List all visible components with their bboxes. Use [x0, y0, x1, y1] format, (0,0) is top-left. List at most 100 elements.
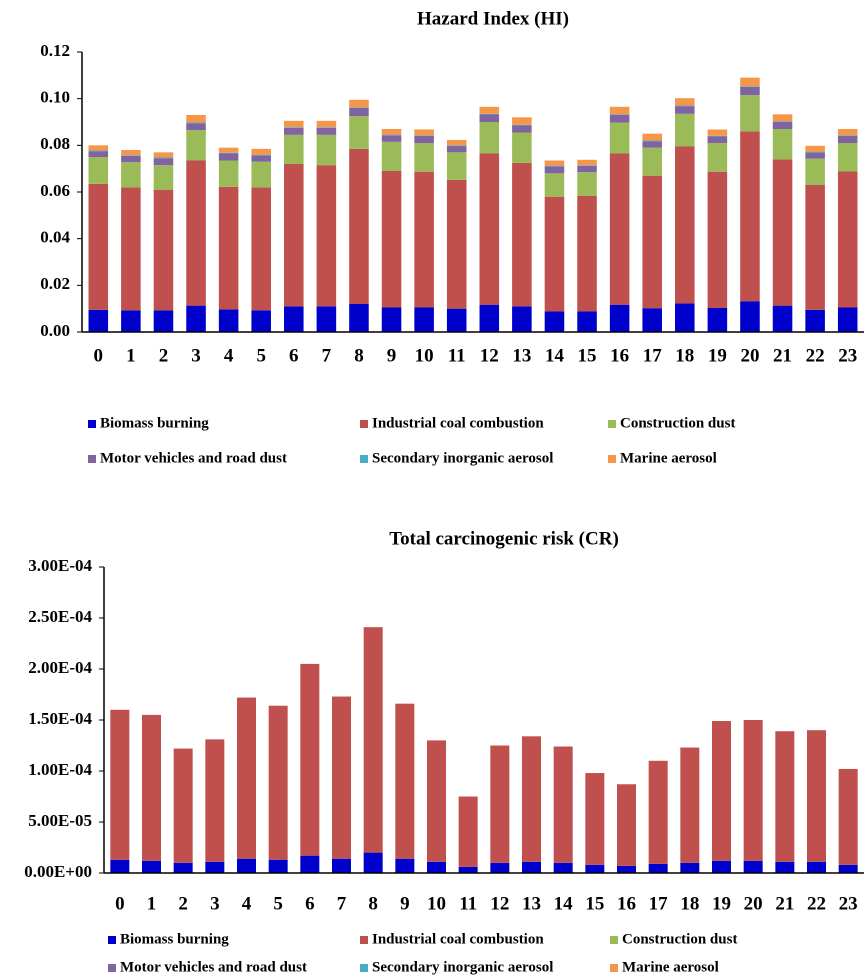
- bar-segment: [381, 307, 402, 332]
- bar-segment: [544, 166, 565, 174]
- bar-segment: [316, 120, 337, 128]
- x-tick-label: 17: [643, 345, 663, 366]
- bar-segment: [642, 141, 662, 148]
- x-tick-label: 20: [740, 345, 759, 366]
- bar-segment: [284, 127, 304, 128]
- bar-segment: [218, 160, 239, 187]
- bar-segment: [512, 162, 532, 307]
- bar-segment: [772, 305, 793, 332]
- bar-segment: [251, 161, 271, 188]
- bar-segment: [363, 627, 383, 853]
- x-tick-label: 23: [838, 345, 857, 366]
- bar-segment: [414, 307, 434, 332]
- bar-segment: [712, 721, 731, 861]
- bar-segment: [617, 784, 636, 866]
- bar-segment: [153, 165, 174, 190]
- bar-segment: [349, 108, 369, 117]
- bar-segment: [577, 195, 597, 312]
- bar-segment: [479, 106, 500, 114]
- x-tick-label: 14: [545, 345, 565, 366]
- bar-segment: [609, 106, 630, 115]
- bar-segment: [414, 136, 434, 143]
- bar-segment: [805, 185, 825, 310]
- bar-segment: [680, 747, 700, 863]
- bar-segment: [837, 143, 858, 172]
- bar-segment: [88, 309, 109, 332]
- bar-segment: [446, 146, 467, 153]
- bar-segment: [395, 858, 415, 873]
- bar-segment: [617, 865, 636, 873]
- bar-segment: [707, 143, 728, 172]
- x-tick-label: 5: [273, 893, 283, 914]
- bar-segment: [479, 153, 500, 305]
- bar-segment: [544, 311, 565, 332]
- legend-label: Biomass burning: [120, 931, 229, 947]
- bar-segment: [837, 307, 858, 332]
- bar-segment: [446, 145, 467, 147]
- y-tick-label: 0.10: [40, 88, 70, 107]
- y-tick-label: 5.00E-05: [28, 811, 92, 830]
- bar-segment: [349, 148, 369, 304]
- bar-segment: [332, 858, 351, 873]
- bar-segment: [284, 306, 304, 332]
- bar-segment: [446, 152, 467, 180]
- bar-segment: [577, 159, 597, 166]
- bar-segment: [121, 162, 141, 188]
- x-tick-label: 12: [490, 893, 509, 914]
- bar-segment: [268, 859, 288, 873]
- bar-segment: [446, 179, 467, 309]
- x-tick-label: 13: [512, 345, 531, 366]
- x-tick-label: 4: [242, 893, 252, 914]
- x-tick-label: 22: [806, 345, 825, 366]
- x-tick-label: 15: [585, 893, 604, 914]
- x-tick-label: 20: [744, 893, 763, 914]
- x-tick-label: 9: [387, 345, 397, 366]
- bar-segment: [648, 863, 668, 873]
- bar-segment: [675, 105, 695, 107]
- x-tick-label: 2: [159, 345, 169, 366]
- x-tick-label: 8: [354, 345, 364, 366]
- y-tick-label: 0.06: [40, 181, 70, 200]
- bar-segment: [316, 306, 337, 332]
- bar-segment: [458, 796, 478, 867]
- y-tick-label: 0.02: [40, 274, 70, 293]
- legend-label: Industrial coal combustion: [372, 415, 544, 431]
- bar-segment: [585, 864, 605, 873]
- bar-segment: [743, 720, 763, 861]
- x-tick-label: 16: [610, 345, 629, 366]
- chart-title: Total carcinogenic risk (CR): [389, 528, 619, 549]
- bar-segment: [414, 135, 434, 136]
- bar-segment: [284, 120, 304, 128]
- bar-segment: [316, 165, 337, 307]
- y-tick-label: 1.50E-04: [28, 709, 92, 728]
- y-tick-label: 3.00E-04: [28, 556, 92, 575]
- bar-segment: [88, 150, 109, 152]
- bar-segment: [381, 135, 402, 142]
- bar-segment: [675, 98, 695, 106]
- bar-segment: [642, 147, 662, 176]
- bar-segment: [680, 862, 700, 873]
- legend-label: Construction dust: [622, 931, 737, 947]
- bar-segment: [577, 311, 597, 332]
- y-tick-label: 2.50E-04: [28, 607, 92, 626]
- bar-segment: [186, 115, 206, 123]
- x-tick-label: 14: [554, 893, 574, 914]
- bar-segment: [186, 130, 206, 161]
- bar-segment: [805, 152, 825, 159]
- bar-segment: [218, 309, 239, 332]
- legend-swatch: [88, 420, 96, 428]
- y-tick-label: 0.08: [40, 134, 70, 153]
- x-tick-label: 16: [617, 893, 636, 914]
- bar-segment: [512, 306, 532, 332]
- y-tick-label: 0.00: [40, 321, 70, 340]
- bar-segment: [395, 703, 415, 859]
- bar-segment: [522, 736, 541, 862]
- bar-segment: [88, 157, 109, 184]
- x-tick-label: 1: [147, 893, 157, 914]
- bar-segment: [807, 730, 826, 862]
- bar-segment: [332, 696, 351, 859]
- x-tick-label: 12: [480, 345, 499, 366]
- bar-segment: [707, 136, 728, 143]
- x-tick-label: 9: [400, 893, 410, 914]
- chart-title: Hazard Index (HI): [417, 8, 569, 29]
